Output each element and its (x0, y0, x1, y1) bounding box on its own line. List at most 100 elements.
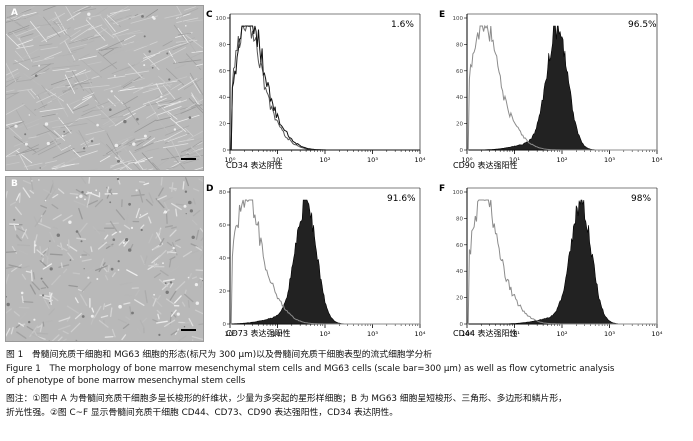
cell-mark (110, 307, 113, 318)
cell-dot (44, 199, 47, 202)
flow-panel-d: D 10⁰ 10¹ 10² 10³ 10⁴ 0 20 40 60 80 91.6% CD73 表达… (206, 182, 426, 338)
cell-mark (194, 309, 203, 315)
cell-mark (49, 231, 56, 243)
cell-mark (190, 243, 198, 248)
cell-mark (16, 144, 39, 156)
isotype-histogram (467, 24, 657, 151)
cell-mark (138, 181, 146, 183)
panel-label-f: F (439, 184, 446, 194)
cell-mark (198, 178, 203, 183)
percent-c: 1.6% (391, 20, 414, 30)
cell-mark (58, 317, 71, 322)
cell-mark (139, 319, 145, 329)
cell-dot (110, 90, 113, 93)
cell-dot (141, 15, 144, 18)
cell-mark (150, 56, 169, 66)
cell-mark (36, 93, 56, 103)
cell-mark (95, 105, 116, 125)
cell-mark (102, 112, 124, 126)
cell-mark (16, 39, 33, 46)
cell-mark (72, 272, 81, 275)
cell-mark (136, 84, 156, 89)
cell-mark (140, 53, 160, 63)
cell-mark (43, 253, 50, 259)
cell-mark (103, 48, 114, 56)
cell-mark (57, 336, 63, 341)
cell-mark (171, 182, 174, 193)
cell-mark (10, 326, 14, 335)
cell-mark (15, 6, 36, 16)
cell-mark (118, 140, 128, 152)
cell-mark (142, 98, 159, 105)
cell-mark (166, 241, 173, 246)
cell-mark (21, 295, 24, 304)
cell-mark (155, 88, 173, 99)
cell-mark (124, 34, 136, 41)
positive-histogram (467, 199, 657, 325)
cell-mark (51, 163, 75, 170)
cell-mark (107, 98, 116, 107)
cell-mark (100, 39, 126, 52)
cell-mark (164, 225, 173, 228)
cell-mark (63, 268, 68, 274)
cell-mark (80, 59, 102, 78)
cell-mark (100, 315, 109, 319)
cell-mark (39, 323, 43, 333)
cell-mark (160, 76, 188, 85)
cell-mark (112, 15, 136, 25)
cell-dot (158, 333, 161, 336)
cell-mark (112, 166, 127, 170)
cell-mark (29, 177, 34, 191)
cell-mark (6, 123, 22, 140)
cell-mark (20, 33, 43, 44)
cell-mark (157, 195, 167, 201)
cell-mark (75, 339, 78, 341)
cell-mark (66, 156, 79, 164)
cell-mark (40, 287, 47, 290)
cell-mark (121, 79, 133, 88)
cell-dot (195, 301, 199, 305)
cell-dot (48, 340, 50, 341)
cell-mark (99, 140, 113, 153)
cell-dot (117, 260, 120, 263)
cell-mark (114, 113, 136, 127)
cell-mark (174, 11, 186, 26)
cell-mark (107, 9, 123, 18)
cell-mark (175, 238, 181, 242)
y-tick-label: 20 (219, 289, 226, 295)
cell-mark (15, 79, 32, 83)
cell-mark (128, 77, 143, 86)
cell-mark (26, 123, 40, 129)
cell-mark (135, 289, 140, 297)
cell-mark (169, 37, 195, 48)
cell-mark (16, 21, 29, 33)
histogram-c: 10⁰ 10¹ 10² 10³ 10⁴ 0 20 40 60 80 100 (216, 13, 426, 164)
cell-mark (16, 244, 31, 247)
cell-mark (90, 315, 95, 325)
cell-mark (143, 182, 150, 186)
cell-mark (152, 162, 161, 170)
cell-mark (140, 224, 145, 229)
cell-mark (83, 250, 91, 256)
cell-dot (69, 259, 72, 261)
cell-dot (128, 202, 131, 206)
cell-mark (42, 210, 47, 216)
cell-dot (188, 116, 192, 119)
cell-dot (90, 314, 94, 318)
cell-mark (95, 265, 108, 272)
cell-mark (171, 202, 182, 211)
cell-dot (110, 267, 114, 271)
cell-mark (18, 116, 45, 128)
cell-mark (123, 41, 135, 46)
cell-mark (156, 106, 182, 116)
cell-dot (82, 147, 86, 150)
cell-mark (186, 140, 203, 152)
cell-mark (51, 295, 59, 302)
cell-mark (173, 159, 189, 169)
cell-mark (44, 81, 68, 94)
y-tick-label: 0 (460, 148, 464, 154)
cell-dot (6, 296, 7, 298)
cell-mark (146, 112, 161, 122)
cell-mark (60, 123, 88, 129)
cell-mark (58, 264, 70, 268)
